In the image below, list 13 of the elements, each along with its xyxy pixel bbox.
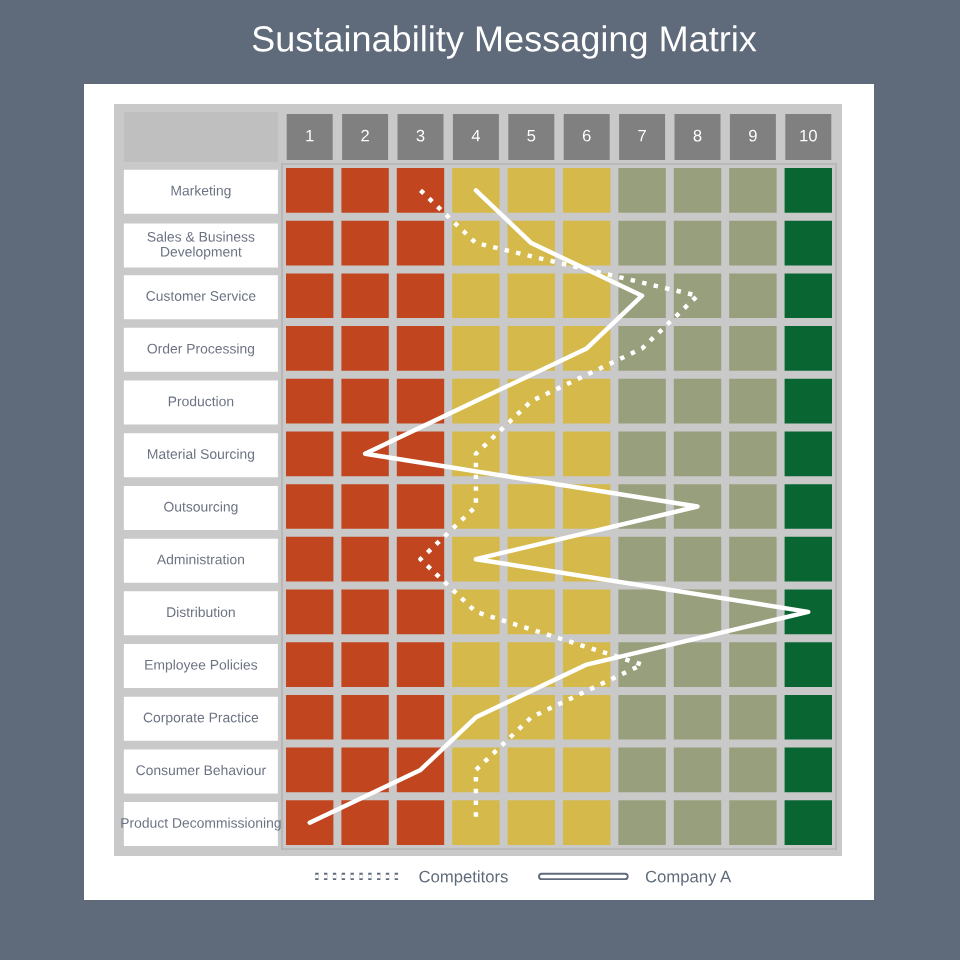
x-tick-label: 6 <box>582 129 591 142</box>
x-tick-label: 1 <box>306 129 314 142</box>
x-tick-label: 5 <box>527 129 536 142</box>
legend-label: Competitors <box>419 870 508 886</box>
x-tick-label: 4 <box>471 129 481 142</box>
x-tick-label: 2 <box>361 129 369 142</box>
x-tick-label: 7 <box>638 129 646 142</box>
x-tick-label: 8 <box>693 129 702 142</box>
x-tick-label: 9 <box>749 129 757 142</box>
x-tick-label: 3 <box>416 129 425 142</box>
legend-label: Company A <box>645 870 732 886</box>
chart-title: Sustainability Messaging Matrix <box>252 25 757 59</box>
x-tick-label: 10 <box>800 129 817 142</box>
